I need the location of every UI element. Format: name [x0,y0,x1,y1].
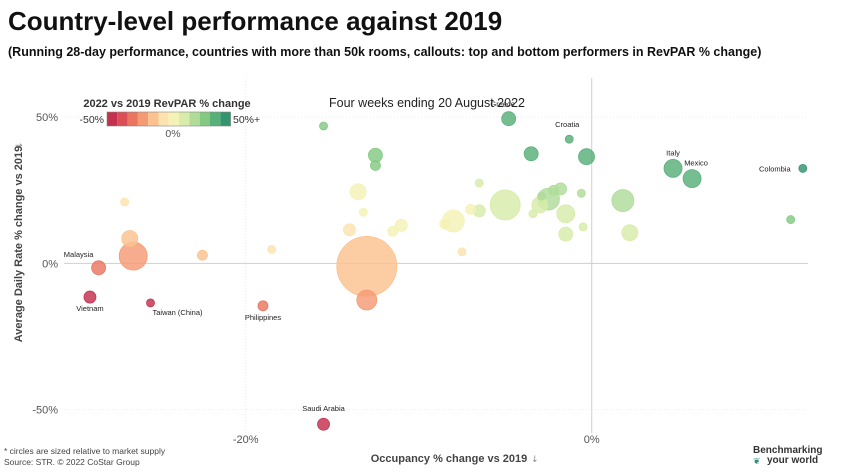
data-point [611,189,635,212]
legend-swatch [189,112,200,126]
data-point [465,203,477,215]
legend-max-label: 50%+ [233,114,260,126]
data-point [394,219,408,232]
point-label: Colombia [759,164,792,173]
legend-swatch [220,112,231,126]
brand-line-1: Benchmarking [753,445,823,456]
legend-swatch-border [106,111,231,127]
data-point [358,207,368,217]
legend-swatch [199,112,210,126]
point-label: Mexico [684,159,708,168]
legend-swatch [117,112,128,126]
legend-swatch [168,112,180,126]
legend-color-scale [106,111,231,127]
point-callouts: Vietnam Malaysia Taiwan (China) Philippines… [64,100,792,414]
color-legend: 2022 vs 2019 RevPAR % change -50% 50%+ 0… [79,98,260,140]
data-point [457,247,467,257]
brand-logo: Benchmarking ❦ your world [753,445,823,467]
legend-swatch [179,112,190,126]
data-point [91,260,107,276]
page-subtitle: (Running 28-day performance, countries w… [8,45,762,59]
data-point [489,189,521,221]
data-point [257,300,269,312]
data-point [537,191,546,201]
footnote: * circles are sized relative to market s… [4,446,166,456]
data-point [558,226,574,242]
data-point [83,290,97,304]
data-point [528,209,538,219]
legend-swatch [210,112,221,126]
point-label: Greece [490,100,515,109]
y-tick-label: 0% [42,258,58,270]
data-point [319,121,328,131]
page-title: Country-level performance against 2019 [8,6,503,36]
data-point [121,230,139,247]
data-point [564,134,574,144]
source-note: Source: STR. © 2022 CoStar Group [4,457,140,467]
data-point [621,224,639,242]
data-point [120,197,129,207]
y-axis-sort-icon[interactable]: ↓ [15,141,25,149]
x-tick-label: -20% [233,434,259,446]
chart-grid: 50% 0% -50% -20% 0% [32,78,808,446]
data-point [317,417,330,431]
x-axis-sort-icon[interactable]: ↓ [531,455,539,465]
data-point [343,223,356,237]
point-label: Croatia [555,120,580,129]
legend-swatch [148,112,159,126]
data-point [118,241,148,271]
brand-line-2: your world [767,455,819,466]
data-point [336,235,398,297]
data-point [387,225,399,237]
data-point [267,244,277,254]
data-point [146,298,155,308]
data-point [474,178,484,188]
data-point [786,215,796,224]
data-point [576,188,586,198]
data-point [682,169,702,189]
y-axis-label: Average Daily Rate % change vs 2019 [13,146,25,342]
data-point [578,222,588,232]
data-point [663,159,683,178]
data-point [356,289,378,311]
legend-title: 2022 vs 2019 RevPAR % change [83,98,250,110]
data-points [83,111,808,431]
data-point [501,111,517,127]
data-point [798,164,808,173]
data-point [197,249,208,261]
data-point [523,146,539,162]
data-point [439,218,451,230]
data-point [349,183,367,201]
y-tick-label: -50% [32,405,58,417]
point-label: Italy [666,148,680,157]
brand-mark-icon: ❦ [753,456,761,466]
legend-swatch [158,112,169,126]
point-label: Taiwan (China) [152,308,203,317]
legend-swatch [127,112,138,126]
data-point [370,160,381,171]
x-tick-label: 0% [584,434,600,446]
data-point [548,184,560,196]
point-label: Vietnam [76,304,103,313]
legend-mid-label: 0% [165,128,180,140]
data-point [556,204,576,224]
x-axis-label: Occupancy % change vs 2019 [371,453,528,465]
legend-swatch [107,112,118,126]
data-point [578,148,595,166]
point-label: Philippines [245,313,282,322]
point-label: Saudi Arabia [302,404,345,413]
legend-min-label: -50% [79,114,104,126]
chart-annotation: Four weeks ending 20 August 2022 [329,96,525,110]
chart-axes: Four weeks ending 20 August 2022 Occupan… [13,96,539,465]
legend-swatch [137,112,149,126]
y-tick-label: 50% [36,112,58,124]
point-label: Malaysia [64,250,94,259]
